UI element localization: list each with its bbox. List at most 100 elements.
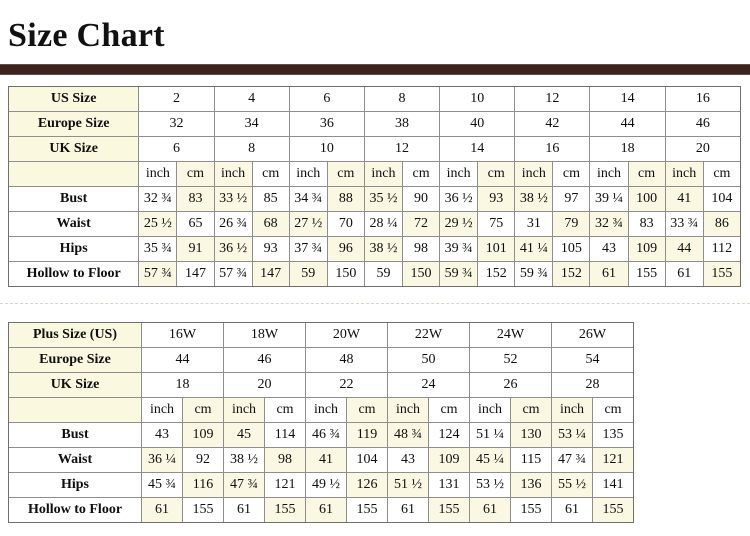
size-value-cell: 20 [223, 372, 306, 398]
measurement-cell-inch: 61 [551, 497, 593, 523]
row-europe-size: Europe Size 32 34 36 38 40 42 44 46 [7, 111, 742, 137]
measurement-cell-cm: 70 [326, 211, 365, 237]
unit-header-inch: inch [138, 161, 178, 187]
unit-header-inch: inch [141, 397, 183, 423]
measurement-cell-cm: 147 [176, 261, 215, 287]
size-value-cell: 6 [288, 86, 365, 112]
size-value-cell: 20 [664, 136, 742, 162]
measurement-cell-inch: 39 ¾ [439, 236, 479, 262]
unit-header-cm: cm [627, 161, 666, 187]
measurement-cell-inch: 36 ½ [213, 236, 253, 262]
measurement-cell-cm: 131 [428, 472, 470, 498]
measurement-cell-cm: 114 [264, 422, 306, 448]
measurement-row: Hollow to Floor 61 155 61 155 61 155 61 155 61 155… [8, 497, 634, 523]
unit-header-cm: cm [326, 161, 365, 187]
size-value-cell: 26 [469, 372, 552, 398]
measurement-label: Hollow to Floor [8, 497, 142, 523]
size-value-cell: 18W [223, 322, 306, 348]
size-value-cell: 36 [288, 111, 365, 137]
measurement-cell-cm: 83 [176, 186, 215, 212]
measurement-cell-cm: 109 [627, 236, 666, 262]
measurement-cell-cm: 98 [401, 236, 441, 262]
unit-header-cm: cm [182, 397, 224, 423]
measurement-label: Waist [8, 447, 142, 473]
size-value-cell: 4 [213, 86, 290, 112]
measurement-cell-cm: 155 [627, 261, 666, 287]
size-value-cell: 16W [141, 322, 224, 348]
size-value-cell: 18 [141, 372, 224, 398]
size-value-cell: 50 [387, 347, 470, 373]
measurement-cell-inch: 61 [589, 261, 629, 287]
measurement-cell-inch: 53 ¼ [551, 422, 593, 448]
size-value-cell: 10 [288, 136, 365, 162]
measurement-cell-cm: 92 [182, 447, 224, 473]
size-value-cell: 48 [305, 347, 388, 373]
measurement-cell-inch: 61 [305, 497, 347, 523]
size-value-cell: 18 [589, 136, 666, 162]
row-header-label: Europe Size [7, 111, 140, 137]
measurement-label: Bust [8, 422, 142, 448]
unit-header-inch: inch [439, 161, 479, 187]
measurement-cell-cm: 72 [401, 211, 441, 237]
measurement-cell-cm: 155 [592, 497, 634, 523]
unit-header-inch: inch [514, 161, 554, 187]
size-value-cell: 44 [589, 111, 666, 137]
size-value-cell: 24 [387, 372, 470, 398]
size-value-cell: 2 [138, 86, 215, 112]
row-units: inch cm inch cm inch cm inch cm inch cm inch cm [8, 397, 634, 423]
row-header-label: US Size [7, 86, 140, 112]
measurement-cell-inch: 48 ¾ [387, 422, 429, 448]
measurement-cell-inch: 38 ½ [363, 236, 404, 262]
measurement-cell-inch: 26 ¾ [213, 211, 253, 237]
unit-header-cm: cm [592, 397, 634, 423]
unit-row-blank-label [7, 161, 140, 187]
measurement-cell-cm: 109 [182, 422, 224, 448]
measurement-cell-cm: 109 [428, 447, 470, 473]
measurement-cell-inch: 51 ½ [387, 472, 429, 498]
measurement-cell-cm: 121 [264, 472, 306, 498]
size-value-cell: 20W [305, 322, 388, 348]
size-value-cell: 14 [589, 86, 666, 112]
unit-header-cm: cm [264, 397, 306, 423]
measurement-cell-cm: 155 [182, 497, 224, 523]
measurement-cell-cm: 119 [346, 422, 388, 448]
measurement-cell-inch: 36 ¼ [141, 447, 183, 473]
measurement-cell-inch: 45 ¾ [141, 472, 183, 498]
measurement-cell-inch: 59 [363, 261, 404, 287]
row-header-label: UK Size [7, 136, 140, 162]
size-value-cell: 42 [514, 111, 591, 137]
measurement-cell-inch: 44 [664, 236, 704, 262]
measurement-cell-inch: 33 ¾ [664, 211, 704, 237]
measurement-cell-inch: 53 ½ [469, 472, 511, 498]
measurement-cell-cm: 112 [702, 236, 742, 262]
unit-header-inch: inch [305, 397, 347, 423]
measurement-cell-inch: 28 ¼ [363, 211, 404, 237]
measurement-cell-inch: 45 [223, 422, 265, 448]
measurement-cell-cm: 147 [251, 261, 290, 287]
row-size: Plus Size (US) 16W 18W 20W 22W 24W 26W [8, 322, 634, 348]
measurement-cell-inch: 32 ¾ [589, 211, 629, 237]
row-uk-size: UK Size 18 20 22 24 26 28 [8, 372, 634, 398]
unit-header-cm: cm [428, 397, 470, 423]
measurement-cell-cm: 65 [176, 211, 215, 237]
measurement-cell-inch: 29 ½ [439, 211, 479, 237]
standard-size-table: US Size 2 4 6 8 10 12 14 16 Europe Size 32 34 36 38 40… [7, 86, 742, 287]
measurement-cell-cm: 155 [428, 497, 470, 523]
measurement-cell-inch: 31 [514, 211, 554, 237]
size-value-cell: 16 [514, 136, 591, 162]
measurement-cell-inch: 61 [664, 261, 704, 287]
measurement-cell-cm: 93 [477, 186, 516, 212]
measurement-cell-inch: 45 ¼ [469, 447, 511, 473]
measurement-cell-inch: 59 ¾ [439, 261, 479, 287]
page-title: Size Chart [8, 17, 165, 54]
measurement-cell-cm: 155 [264, 497, 306, 523]
unit-header-cm: cm [176, 161, 215, 187]
size-value-cell: 46 [223, 347, 306, 373]
size-value-cell: 8 [213, 136, 290, 162]
measurement-cell-cm: 130 [510, 422, 552, 448]
measurement-cell-cm: 150 [326, 261, 365, 287]
size-value-cell: 6 [138, 136, 215, 162]
unit-header-cm: cm [552, 161, 591, 187]
